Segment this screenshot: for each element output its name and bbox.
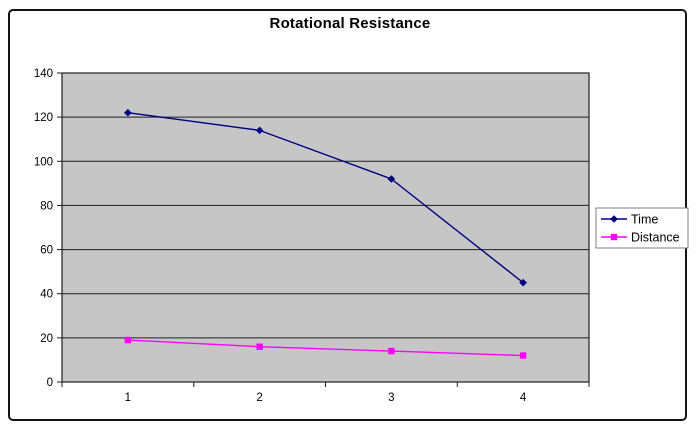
y-axis-tick-label: 140	[34, 68, 53, 80]
legend	[595, 207, 689, 249]
legend-marker-time	[610, 215, 618, 223]
y-axis-tick-label: 20	[40, 333, 53, 345]
legend-label-time: Time	[631, 213, 658, 227]
y-axis-tick-label: 80	[40, 200, 53, 212]
series-line-distance	[127, 339, 524, 357]
series-marker-distance	[124, 336, 132, 344]
legend-label-distance: Distance	[631, 231, 680, 245]
x-axis-tick-label: 4	[520, 392, 527, 404]
y-axis-tick-label: 40	[40, 289, 53, 301]
y-axis-tick-label: 60	[40, 245, 53, 257]
y-axis-tick-label: 120	[34, 112, 53, 124]
plot-area	[62, 73, 589, 382]
x-axis-tick-label: 2	[256, 392, 262, 404]
series-marker-time	[255, 126, 264, 135]
legend-marker-distance	[610, 233, 618, 241]
series-marker-distance	[519, 352, 527, 359]
chart-title: Rotational Resistance	[269, 15, 431, 32]
y-axis-tick-label: 100	[34, 156, 53, 168]
series-marker-time	[519, 278, 527, 287]
x-axis-tick-label: 1	[125, 392, 131, 404]
series-line-time	[127, 112, 524, 284]
series-marker-distance	[256, 343, 263, 350]
series-marker-distance	[388, 347, 395, 355]
x-axis-tick-label: 3	[388, 392, 394, 404]
series-marker-time	[124, 108, 132, 117]
plot-border	[61, 72, 590, 383]
y-axis-tick-label: 0	[47, 377, 53, 389]
series-marker-time	[387, 175, 396, 183]
